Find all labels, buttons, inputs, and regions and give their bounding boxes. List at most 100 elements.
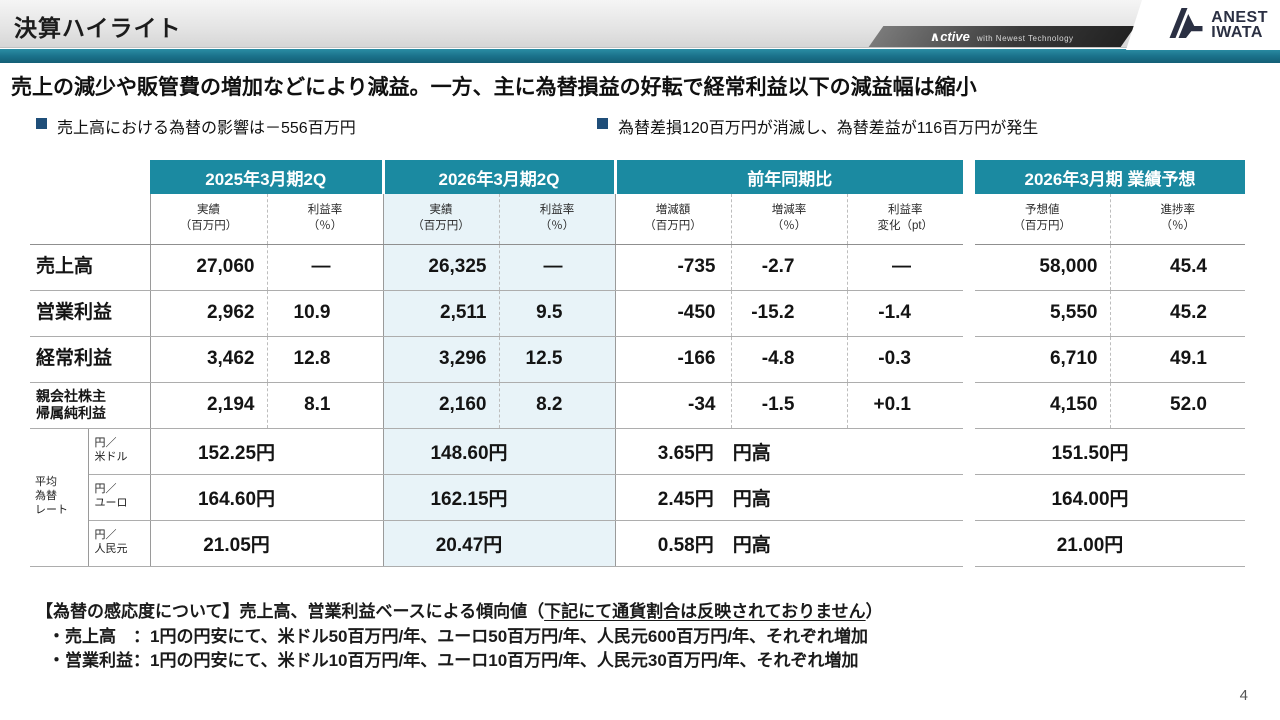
subheader-forecast-value: 予想値 （百万円）	[975, 194, 1110, 245]
data-cell: 27,060	[149, 244, 267, 291]
bullet-square-icon	[597, 118, 608, 129]
bullet-item-fx-impact: 売上高における為替の影響は－556百万円	[36, 114, 597, 138]
data-cell: —	[498, 244, 615, 291]
fx-rate-2025: 21.05円	[149, 520, 383, 567]
forecast-fx-row-cny: 21.00円	[975, 520, 1245, 567]
fx-currency-label: 円／ ユーロ	[88, 474, 150, 521]
data-cell: 45.4	[1109, 244, 1245, 291]
data-cell: -2.7	[730, 244, 847, 291]
note-line-1-prefix: 【為替の感応度について】売上高、営業利益ベースによる傾向値（	[36, 602, 545, 621]
group-header-row: 2025年3月期2Q 2026年3月期2Q 前年同期比	[30, 160, 963, 194]
bullet-item-fx-gain: 為替差損120百万円が消滅し、為替差益が116百万円が発生	[597, 114, 1038, 138]
subheader-progress-rate: 進捗率 （％）	[1109, 194, 1245, 245]
table-row-operating-income: 営業利益 2,962 10.9 2,511 9.5 -450 -15.2 -1.…	[30, 290, 963, 337]
fx-rate-2026: 162.15円	[382, 474, 615, 521]
data-cell: -166	[614, 336, 731, 383]
table-row-net-income: 親会社株主 帰属純利益 2,194 8.1 2,160 8.2 -34 -1.5 …	[30, 382, 963, 429]
row-label: 営業利益	[30, 290, 150, 337]
header-bar: 決算ハイライト ∧ctive with Newest Technology AN…	[0, 0, 1280, 50]
data-cell: 2,962	[149, 290, 267, 337]
subheader-margin-2026: 利益率 （％）	[498, 194, 615, 245]
results-table: 2025年3月期2Q 2026年3月期2Q 前年同期比 実績 （百万円） 利益率（…	[30, 160, 963, 567]
data-cell: 52.0	[1109, 382, 1245, 429]
data-cell: 58,000	[975, 244, 1110, 291]
note-line-2: ・売上高 ：1円の円安にて、米ドル50百万円/年、ユーロ50百万円/年、人民元6…	[48, 626, 868, 646]
data-cell: 2,511	[382, 290, 499, 337]
row-label: 売上高	[30, 244, 150, 291]
data-cell: —	[846, 244, 963, 291]
data-cell: 49.1	[1109, 336, 1245, 383]
forecast-row-ordinary-income: 6,710 49.1	[975, 336, 1245, 383]
data-cell: 8.1	[266, 382, 383, 429]
data-cell: 6,710	[975, 336, 1110, 383]
forecast-subheader-row: 予想値 （百万円） 進捗率 （％）	[975, 194, 1245, 245]
bullet-list: 売上高における為替の影響は－556百万円 為替差損120百万円が消滅し、為替差益…	[36, 114, 1246, 138]
fx-rate-yoy: 2.45円 円高	[614, 474, 963, 521]
anest-iwata-logo: ANEST IWATA	[1126, 0, 1280, 50]
logo-line-2: IWATA	[1211, 24, 1263, 41]
fx-rate-forecast: 164.00円	[975, 474, 1245, 521]
row-label: 親会社株主 帰属純利益	[30, 382, 150, 429]
divider-stripe	[0, 49, 1280, 63]
bullet-text: 売上高における為替の影響は－556百万円	[57, 120, 356, 137]
logo-line-1: ANEST	[1211, 8, 1268, 26]
fx-rate-yoy: 0.58円 円高	[614, 520, 963, 567]
note-line-1-underline: 下記にて通貨割合は反映されておりません	[544, 602, 866, 621]
fx-rate-forecast: 151.50円	[975, 428, 1245, 475]
data-cell: -1.4	[846, 290, 963, 337]
forecast-table: 2026年3月期 業績予想 予想値 （百万円） 進捗率 （％） 58,000 45.…	[975, 160, 1245, 567]
fx-rate-yoy: 3.65円 円高	[614, 428, 963, 475]
fx-section-label: 平均 為替 レート	[30, 428, 89, 567]
group-header-blank	[30, 160, 150, 194]
fx-rate-2025: 152.25円	[149, 428, 383, 475]
subheader-blank	[30, 194, 150, 245]
subheader-margin-change: 利益率 変化（pt）	[846, 194, 963, 245]
subheader-change-rate: 増減率 （％）	[730, 194, 847, 245]
note-line-1-suffix: ）	[865, 602, 883, 621]
group-header-fy2026: 2026年3月期2Q	[381, 160, 615, 194]
data-cell: 26,325	[382, 244, 499, 291]
group-header-forecast: 2026年3月期 業績予想	[975, 160, 1245, 194]
page-number: 4	[1239, 687, 1248, 704]
data-cell: 8.2	[498, 382, 615, 429]
active-brand-text: ∧ctive	[930, 28, 971, 44]
sensitivity-notes: 【為替の感応度について】売上高、営業利益ベースによる傾向値（下記にて通貨割合は反…	[36, 600, 883, 674]
data-cell: 2,194	[149, 382, 267, 429]
data-cell: 3,296	[382, 336, 499, 383]
data-cell: —	[266, 244, 383, 291]
subheader-actual-2025: 実績 （百万円）	[149, 194, 267, 245]
data-cell: 5,550	[975, 290, 1110, 337]
forecast-row-operating-income: 5,550 45.2	[975, 290, 1245, 337]
fx-currency-label: 円／ 人民元	[88, 520, 150, 567]
subheader-actual-2026: 実績 （百万円）	[382, 194, 499, 245]
fx-row-eur: 円／ ユーロ 164.60円 162.15円 2.45円 円高	[30, 474, 963, 521]
tagline-band: ∧ctive with Newest Technology	[868, 26, 1136, 47]
subheader-change-amount: 増減額 （百万円）	[614, 194, 731, 245]
data-cell: -1.5	[730, 382, 847, 429]
fx-row-cny: 円／ 人民元 21.05円 20.47円 0.58円 円高	[30, 520, 963, 567]
data-cell: +0.1	[846, 382, 963, 429]
slide-subtitle: 売上の減少や販管費の増加などにより減益。一方、主に為替損益の好転で経常利益以下の…	[11, 76, 977, 99]
forecast-row-net-income: 4,150 52.0	[975, 382, 1245, 429]
data-cell: 9.5	[498, 290, 615, 337]
fx-rate-forecast: 21.00円	[975, 520, 1245, 567]
note-line-3: ・営業利益：1円の円安にて、米ドル10百万円/年、ユーロ10百万円/年、人民元3…	[48, 651, 859, 671]
data-cell: -34	[614, 382, 731, 429]
fx-row-usd: 平均 為替 レート 円／ 米ドル 152.25円 148.60円 3.65円 円高	[30, 428, 963, 567]
data-cell: 45.2	[1109, 290, 1245, 337]
data-cell: 2,160	[382, 382, 499, 429]
data-cell: -450	[614, 290, 731, 337]
table-row-ordinary-income: 経常利益 3,462 12.8 3,296 12.5 -166 -4.8 -0.…	[30, 336, 963, 383]
fx-rate-2026: 148.60円	[382, 428, 615, 475]
forecast-fx-row-eur: 164.00円	[975, 474, 1245, 521]
data-cell: -4.8	[730, 336, 847, 383]
group-header-yoy: 前年同期比	[613, 160, 963, 194]
forecast-group-header-row: 2026年3月期 業績予想	[975, 160, 1245, 194]
data-cell: 10.9	[266, 290, 383, 337]
fx-rate-2025: 164.60円	[149, 474, 383, 521]
bullet-square-icon	[36, 118, 47, 129]
note-line-1: 【為替の感応度について】売上高、営業利益ベースによる傾向値（下記にて通貨割合は反…	[36, 600, 883, 625]
fx-currency-label: 円／ 米ドル	[88, 428, 150, 475]
subheader-row: 実績 （百万円） 利益率 （％） 実績 （百万円） 利益率 （％） 増減額 （百万円） 増…	[30, 194, 963, 245]
row-label: 経常利益	[30, 336, 150, 383]
